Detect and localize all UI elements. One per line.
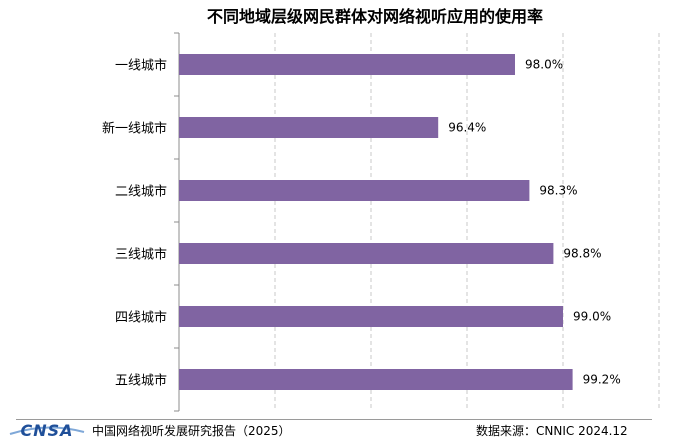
bar-chart: 不同地域层级网民群体对网络视听应用的使用率 一线城市新一线城市二线城市三线城市四…: [102, 7, 660, 412]
data-label: 98.0%: [525, 58, 563, 72]
bar: [179, 54, 515, 75]
category-label: 五线城市: [115, 373, 167, 389]
category-label: 一线城市: [115, 58, 167, 74]
report-name: 中国网络视听发展研究报告（2025）: [92, 424, 291, 438]
category-label: 三线城市: [115, 247, 167, 263]
bar: [179, 306, 563, 327]
data-label: 96.4%: [448, 121, 486, 135]
data-label: 99.2%: [583, 373, 621, 387]
data-label: 98.8%: [563, 247, 601, 261]
bar: [179, 369, 573, 390]
y-axis: [174, 32, 180, 412]
data-label: 99.0%: [573, 310, 611, 324]
data-label: 98.3%: [539, 184, 577, 198]
bar: [179, 117, 439, 138]
chart-title: 不同地域层级网民群体对网络视听应用的使用率: [207, 7, 543, 26]
gridlines: [178, 33, 660, 411]
bar: [179, 243, 554, 264]
logo-text: CNSA: [20, 421, 74, 440]
data-source: 数据来源：CNNIC 2024.12: [476, 424, 628, 438]
data-labels: 98.0% 96.4% 98.3% 98.8% 99.0% 99.2%: [448, 58, 621, 387]
cnsa-logo: CNSA: [8, 420, 86, 442]
bars: [179, 54, 573, 390]
category-label: 四线城市: [115, 310, 167, 326]
category-label: 新一线城市: [102, 121, 167, 137]
category-label: 二线城市: [115, 184, 167, 200]
footer-divider: [16, 419, 652, 420]
bar: [179, 180, 530, 201]
